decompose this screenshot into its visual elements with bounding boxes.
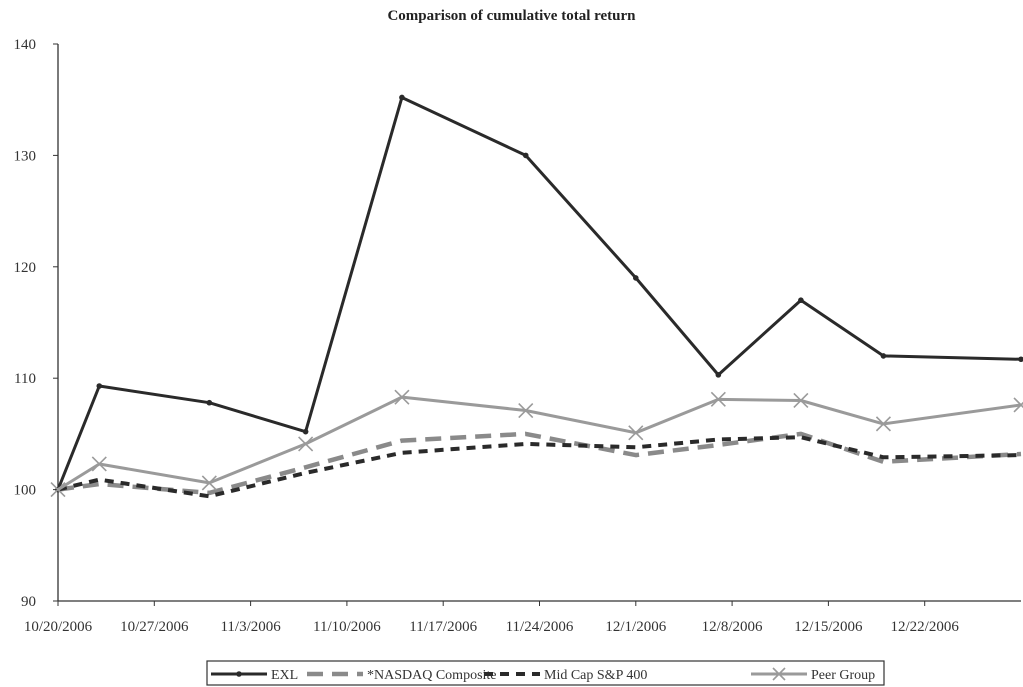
x-tick-label: 10/20/2006 (24, 619, 93, 635)
data-point (206, 399, 213, 406)
x-tick-label: 10/27/2006 (120, 619, 189, 635)
data-point (201, 475, 217, 491)
x-axis-ticks: 10/20/2006 10/27/2006 11/3/2006 11/10/2006 1… (24, 601, 960, 635)
y-tick-label: 130 (14, 148, 37, 164)
data-point (875, 416, 891, 432)
series-lines (50, 94, 1023, 499)
y-tick-label: 100 (14, 483, 37, 499)
chart-axes (57, 44, 1021, 602)
x-tick-label: 11/17/2006 (409, 619, 477, 635)
series-line-1 (57, 431, 1022, 496)
legend: EXL *NASDAQ Composite Mid Cap S&P 400 Peer … (206, 660, 885, 686)
y-tick-label: 90 (21, 594, 36, 610)
data-point (710, 391, 726, 407)
data-point (298, 436, 314, 452)
data-point (522, 152, 529, 159)
x-tick-label: 12/1/2006 (605, 619, 666, 635)
legend-label: Mid Cap S&P 400 (544, 668, 647, 683)
data-point (302, 428, 309, 435)
x-tick-label: 11/24/2006 (506, 619, 574, 635)
data-point (394, 389, 410, 405)
chart-title: Comparison of cumulative total return (387, 8, 636, 24)
series-line-2 (57, 435, 1022, 499)
y-axis-ticks: 90 100 110 120 130 140 (14, 37, 58, 610)
x-tick-label: 12/22/2006 (891, 619, 960, 635)
series-line-3 (57, 395, 1022, 491)
data-point (793, 392, 809, 409)
data-point (96, 383, 103, 389)
x-tick-label: 11/10/2006 (313, 619, 381, 635)
data-point (880, 353, 887, 359)
data-point (628, 425, 644, 441)
legend-label: EXL (271, 668, 298, 683)
data-point (50, 482, 66, 498)
data-point (91, 456, 107, 472)
legend-label: Peer Group (811, 668, 875, 683)
data-point (399, 94, 405, 101)
x-tick-label: 12/8/2006 (702, 619, 763, 635)
x-tick-label: 11/3/2006 (220, 619, 281, 635)
y-tick-label: 140 (14, 37, 37, 53)
data-point (715, 372, 722, 378)
data-point (1013, 397, 1023, 413)
legend-label: *NASDAQ Composite (367, 668, 497, 683)
data-point (518, 402, 534, 419)
data-point (1018, 356, 1023, 363)
y-tick-label: 110 (14, 371, 36, 387)
y-tick-label: 120 (14, 260, 37, 276)
x-tick-label: 12/15/2006 (794, 619, 863, 635)
data-point (633, 275, 639, 281)
data-point (798, 297, 804, 304)
